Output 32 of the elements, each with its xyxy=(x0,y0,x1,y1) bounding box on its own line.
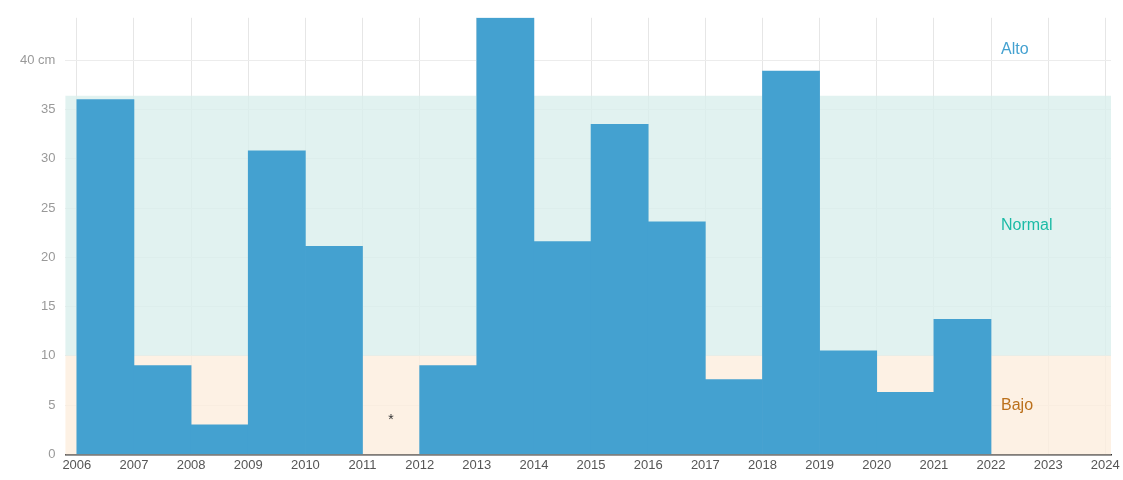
y-tick-label: 25 xyxy=(40,199,56,215)
x-tick-label: 2018 xyxy=(748,456,777,472)
y-tick-label: 0 xyxy=(48,445,56,461)
x-tick-label: 2016 xyxy=(633,456,663,472)
x-tick-label: 2010 xyxy=(290,456,320,472)
x-tick-label: 2008 xyxy=(176,456,206,472)
x-tick-label: 2021 xyxy=(919,456,949,472)
y-tick-label: 20 xyxy=(40,248,56,264)
y-tick-label: 15 xyxy=(40,298,56,314)
band-label: Normal xyxy=(1001,216,1053,234)
x-tick-label: 2006 xyxy=(62,456,92,472)
x-tick-label: 2023 xyxy=(1033,456,1063,472)
annotation: * xyxy=(388,411,395,428)
x-tick-label: 2014 xyxy=(519,456,549,472)
x-tick-label: 2007 xyxy=(119,456,149,472)
y-tick-label: 40 cm xyxy=(19,51,56,67)
x-tick-label: 2017 xyxy=(690,456,720,472)
x-tick-label: 2013 xyxy=(462,456,492,472)
band-label: Bajo xyxy=(1001,395,1034,413)
x-tick-label: 2024 xyxy=(1090,456,1120,472)
y-tick-label: 35 xyxy=(40,101,56,117)
y-tick-label: 5 xyxy=(48,396,56,412)
x-tick-label: 2022 xyxy=(976,456,1006,472)
x-tick-label: 2020 xyxy=(862,456,892,472)
x-tick-label: 2019 xyxy=(805,456,835,472)
x-tick-label: 2015 xyxy=(576,456,606,472)
x-tick-label: 2009 xyxy=(233,456,263,472)
annotation: Alto xyxy=(1001,40,1029,58)
y-tick-label: 30 xyxy=(40,150,56,166)
y-tick-label: 10 xyxy=(40,347,56,363)
x-tick-label: 2012 xyxy=(405,456,435,472)
x-tick-label: 2011 xyxy=(348,456,377,472)
